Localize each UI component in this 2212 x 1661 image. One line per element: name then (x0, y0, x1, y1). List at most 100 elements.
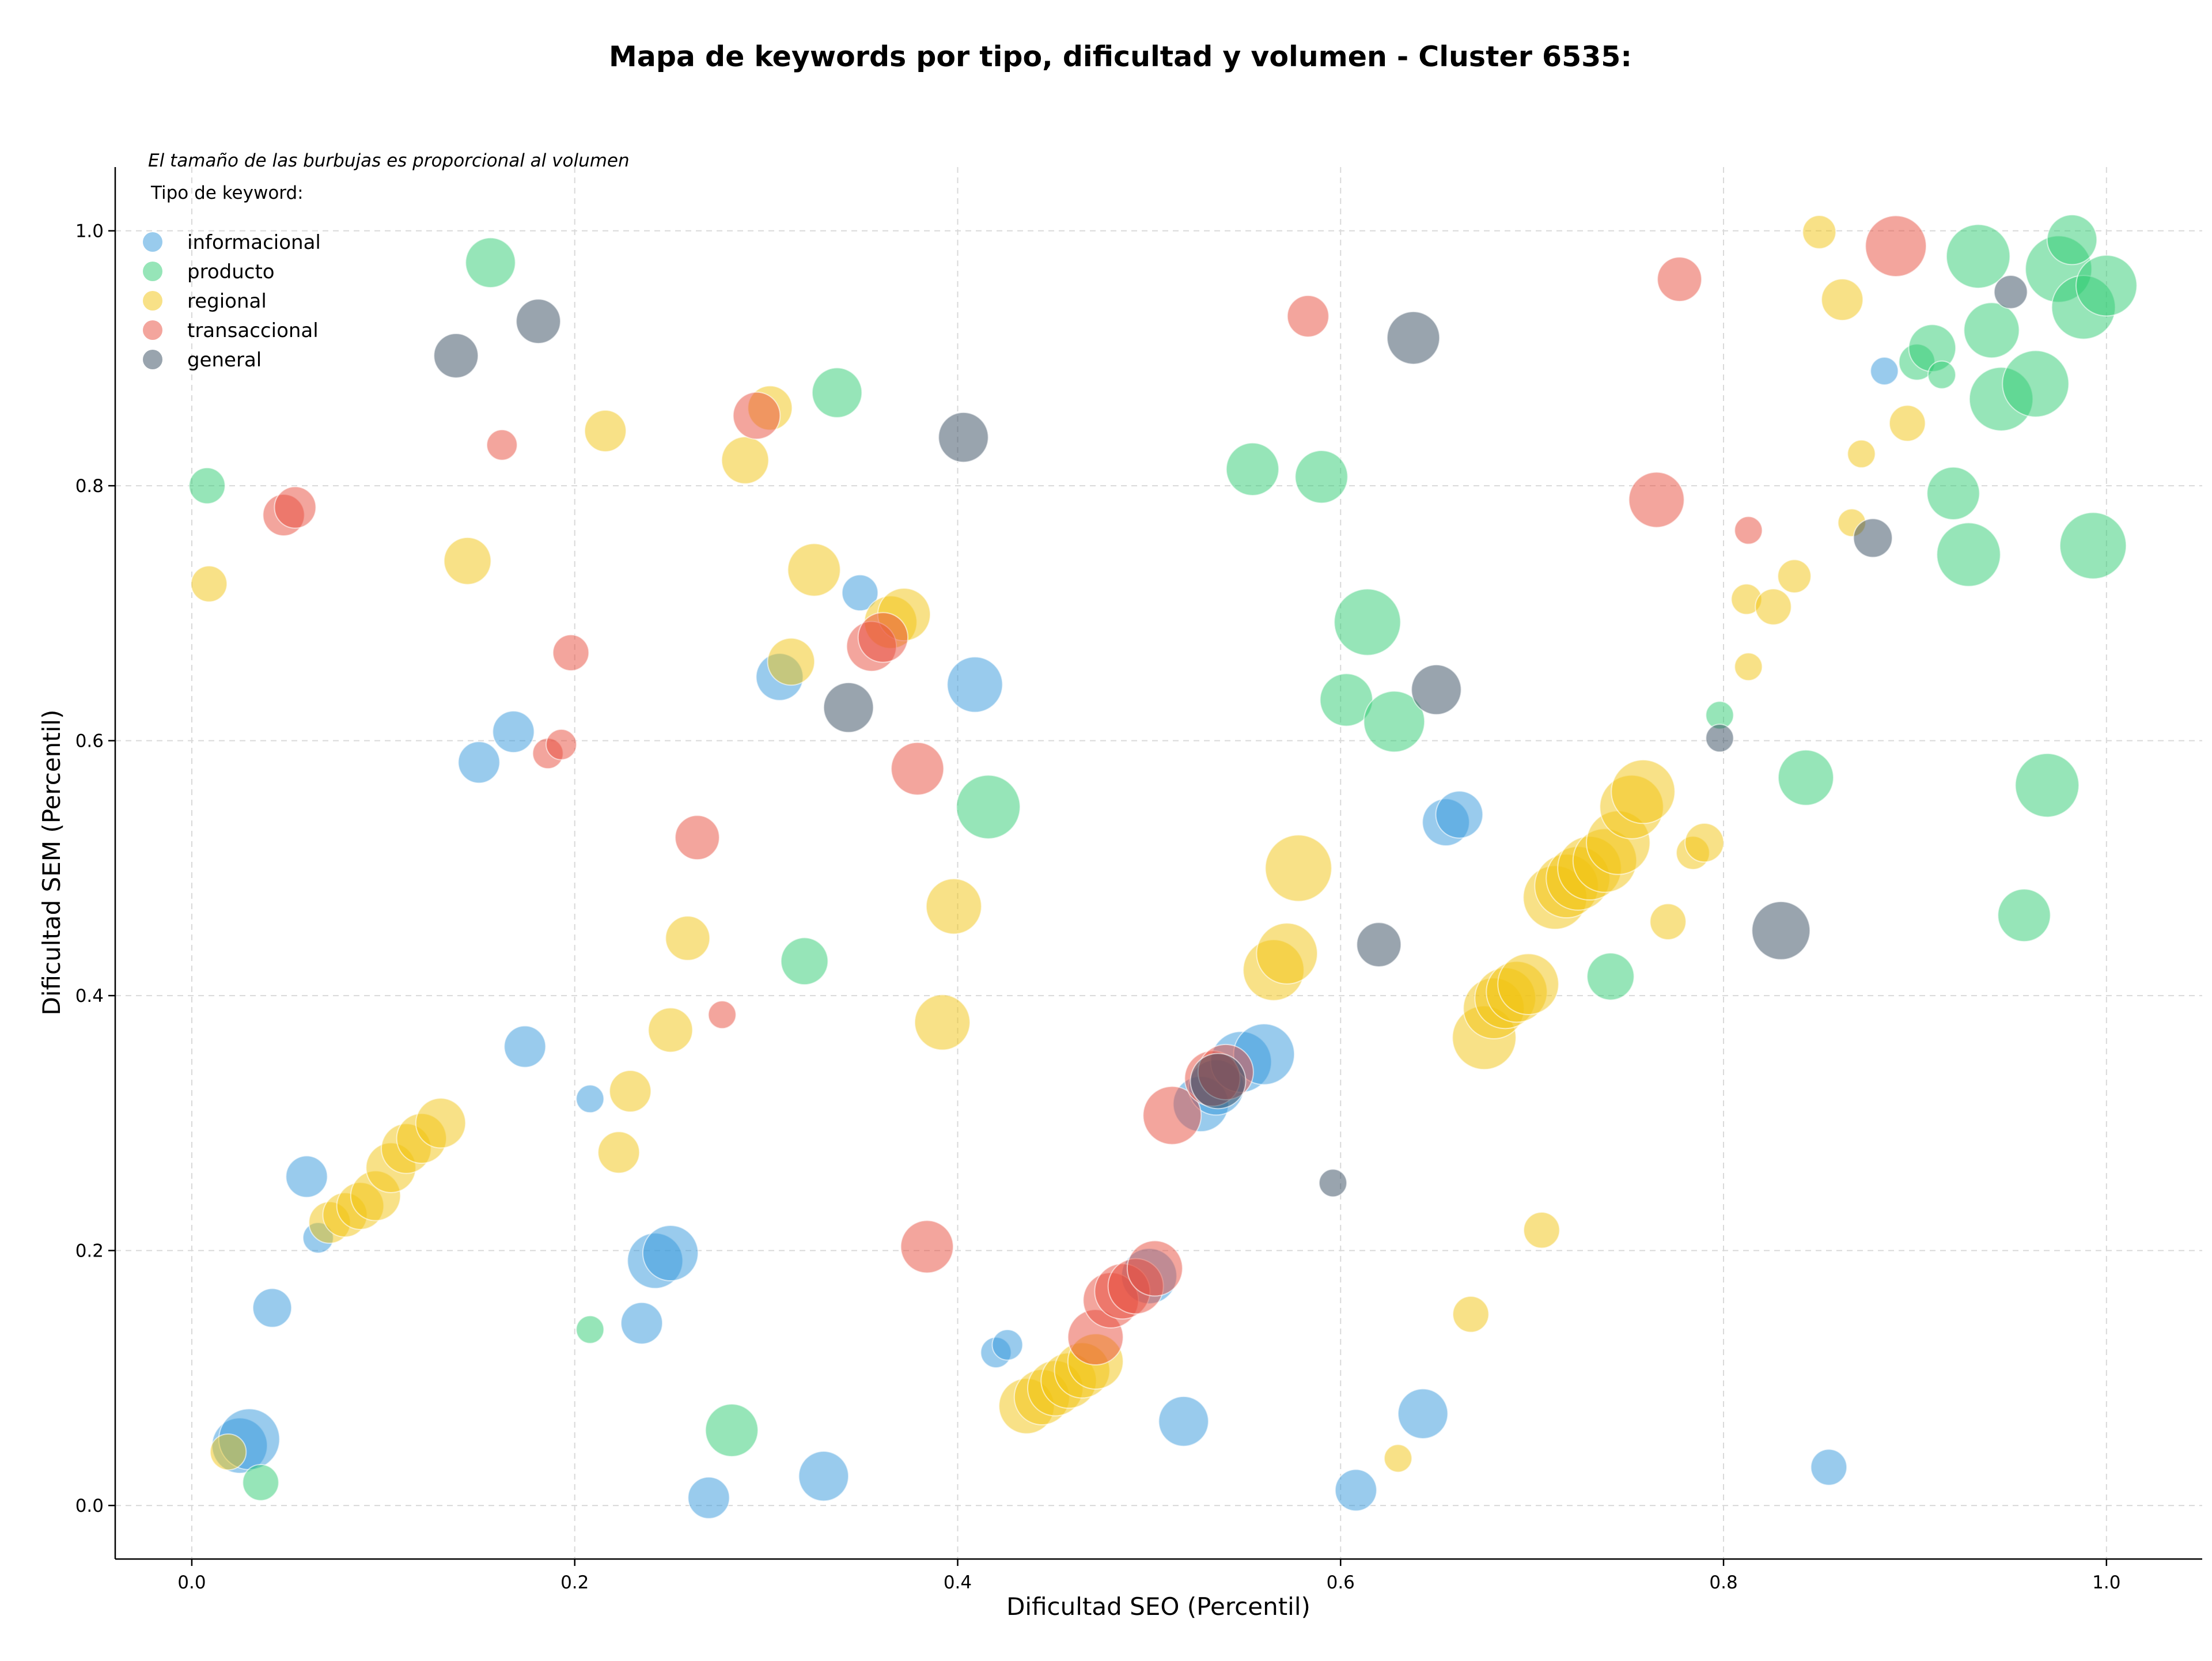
bubble-regional (1452, 1296, 1490, 1333)
bubble-regional (787, 543, 841, 597)
bubble-producto (2046, 214, 2098, 266)
bubble-regional (584, 409, 627, 452)
bubble-regional (1734, 652, 1763, 682)
bubble-regional (1847, 439, 1876, 468)
bubble-producto (2014, 752, 2080, 818)
legend-marker-general (143, 350, 162, 369)
bubble-transaccional (1734, 516, 1763, 545)
bubble-regional (925, 878, 982, 935)
bubble-informacional (1435, 790, 1484, 839)
x-tick-label: 0.2 (560, 1572, 589, 1593)
bubble-informacional (841, 574, 879, 612)
bubble-producto (1963, 302, 2020, 359)
legend-marker-regional (143, 291, 162, 311)
bubble-producto (1945, 224, 2011, 289)
y-tick-label: 0.8 (75, 476, 104, 497)
bubble-general (516, 298, 561, 345)
legend-marker-informacional (143, 232, 162, 252)
legend: informacional producto regional transaccion… (143, 231, 321, 372)
bubble-layer (188, 214, 2138, 1519)
bubble-regional (443, 536, 492, 585)
legend-label-regional: regional (187, 290, 267, 313)
bubble-transaccional (707, 1000, 737, 1030)
x-tick-label: 0.4 (944, 1572, 972, 1593)
bubble-regional (1684, 823, 1725, 863)
bubble-general (1751, 901, 1811, 960)
bubble-informacional (642, 1225, 699, 1282)
bubble-general (1993, 275, 2028, 309)
bubble-regional (1802, 215, 1837, 249)
y-tick-label: 0.2 (75, 1241, 104, 1262)
x-axis-label: Dificultad SEO (Percentil) (1006, 1592, 1310, 1621)
bubble-transaccional (1657, 256, 1702, 302)
bubble-regional (767, 637, 816, 686)
bubble-producto (1777, 749, 1834, 806)
grid-lines (115, 167, 2202, 1559)
bubble-informacional (798, 1450, 850, 1502)
bubble-informacional (1397, 1388, 1449, 1439)
bubble-informacional (285, 1155, 328, 1198)
bubble-transaccional (486, 429, 518, 461)
bubble-producto (575, 1315, 605, 1344)
bubble-transaccional (675, 815, 720, 861)
bubble-transaccional (900, 1220, 954, 1274)
bubble-transaccional (891, 741, 945, 796)
bubble-producto (1927, 360, 1956, 389)
bubble-producto (2002, 350, 2070, 418)
axis-ticks: 0.0 0.2 0.4 0.6 0.8 1.0 0.0 0.2 0.4 0.6 0.8 1.0 (75, 221, 2121, 1593)
bubble-informacional (503, 1025, 547, 1068)
bubble-general (1853, 518, 1893, 558)
bubble-producto (1334, 588, 1402, 656)
bubble-informacional (575, 1084, 605, 1114)
bubble-regional (665, 915, 711, 961)
y-tick-label: 1.0 (75, 221, 104, 242)
bubble-general (433, 333, 479, 379)
bubble-general (938, 411, 989, 463)
size-note: El tamaño de las burbujas es proporciona… (148, 150, 630, 171)
bubble-informacional (457, 741, 501, 784)
bubble-informacional (1870, 356, 1899, 385)
bubble-producto (811, 367, 863, 418)
bubble-transaccional (1628, 471, 1685, 528)
bubble-regional (721, 436, 770, 485)
bubble-general (1190, 1053, 1247, 1110)
bubble-informacional (946, 656, 1003, 713)
bubble-informacional (1158, 1395, 1209, 1447)
bubble-regional (1777, 559, 1812, 593)
y-axis-label: Dificultad SEM (Percentil) (37, 710, 66, 1016)
bubble-producto (2075, 254, 2138, 317)
legend-label-informacional: informacional (187, 231, 321, 254)
bubble-regional (1821, 278, 1864, 321)
legend-label-general: general (187, 349, 262, 372)
bubble-regional (1256, 922, 1318, 985)
bubble-regional (1523, 1211, 1560, 1249)
legend-label-producto: producto (187, 260, 275, 283)
bubble-general (823, 682, 874, 733)
bubble-transaccional (732, 391, 781, 440)
bubble-transaccional (857, 612, 909, 663)
bubble-informacional (1810, 1448, 1848, 1486)
bubble-regional (609, 1070, 652, 1113)
bubble-informacional (991, 1329, 1024, 1361)
bubble-transaccional (546, 728, 577, 760)
bubble-general (1356, 922, 1402, 967)
bubble-producto (1225, 442, 1279, 496)
bubble-transaccional (1286, 294, 1330, 338)
y-tick-label: 0.0 (75, 1496, 104, 1516)
bubble-regional (1649, 903, 1687, 940)
legend-marker-transaccional (143, 320, 162, 340)
bubble-regional (597, 1131, 641, 1174)
bubble-producto (242, 1464, 279, 1501)
legend-marker-producto (143, 262, 162, 281)
bubble-regional (647, 1007, 694, 1053)
bubble-transaccional (1126, 1240, 1183, 1297)
bubble-transaccional (552, 634, 590, 672)
y-tick-label: 0.4 (75, 986, 104, 1007)
bubble-general (1318, 1168, 1347, 1198)
bubble-transaccional (1142, 1085, 1202, 1145)
bubble-producto (2059, 512, 2127, 580)
bubble-producto (1997, 888, 2051, 943)
bubble-regional (914, 994, 971, 1051)
bubble-regional (1755, 588, 1792, 626)
bubble-regional (415, 1098, 467, 1149)
